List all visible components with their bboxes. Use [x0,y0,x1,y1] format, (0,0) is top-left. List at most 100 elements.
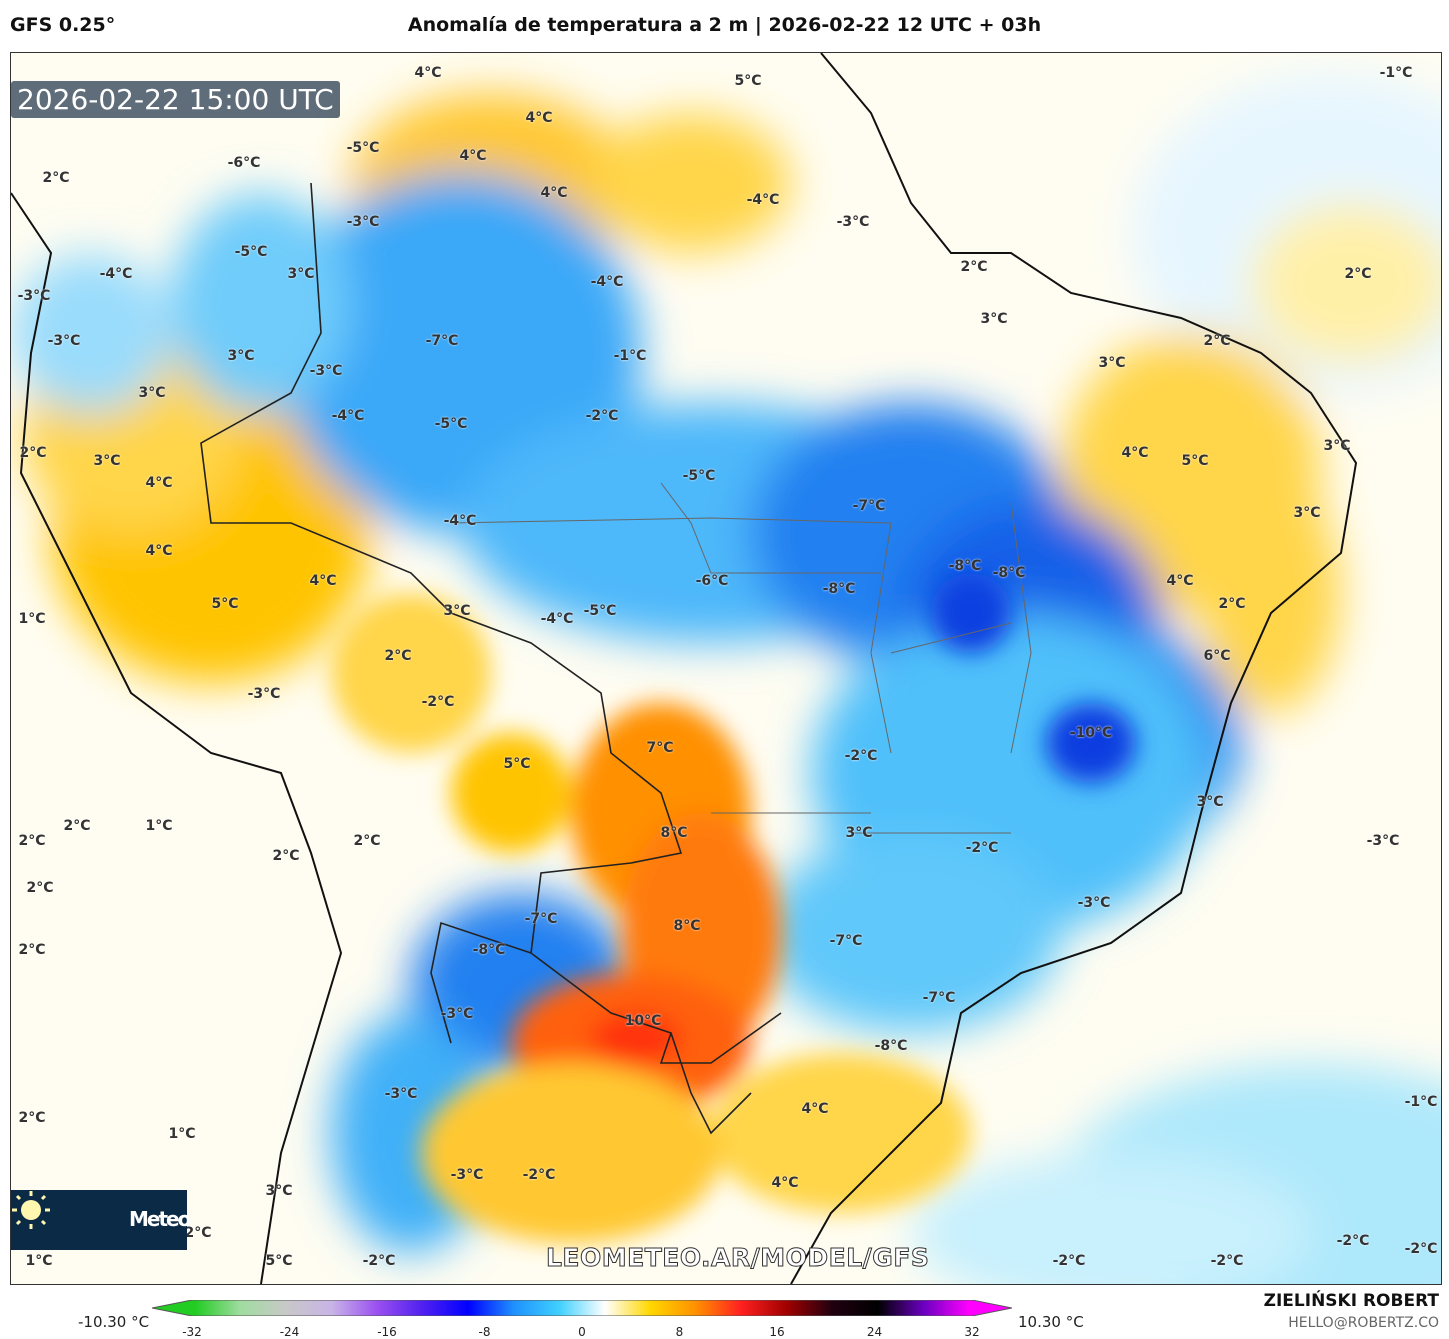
contour-label: 5°C [503,756,531,772]
contour-label: -1°C [613,348,647,364]
contour-label: -3°C [47,333,81,349]
colorbar-tick: 24 [866,1325,883,1339]
contour-label: 5°C [211,596,239,612]
contour-label: -6°C [227,155,261,171]
contour-label: -10°C [1069,725,1113,741]
contour-label: 4°C [540,185,568,201]
contour-label: 1°C [25,1253,53,1269]
contour-label: -4°C [590,274,624,290]
contour-label: 2°C [1218,596,1246,612]
anomaly-core [931,573,1011,653]
contour-label: -2°C [965,840,999,856]
anomaly-area [331,593,491,753]
contour-label: 1°C [145,818,173,834]
contour-label: 2°C [272,848,300,864]
contour-label: -3°C [309,363,343,379]
contour-label: -8°C [874,1038,908,1054]
model-name: GFS 0.25° [10,14,116,36]
contour-label: -7°C [852,498,886,514]
contour-label: -3°C [440,1006,474,1022]
anomaly-core [591,1013,681,1063]
contour-label: 7°C [646,740,674,756]
contour-label: 5°C [1181,453,1209,469]
anomaly-area [451,733,571,853]
anomaly-area [1251,203,1441,363]
contour-label: -8°C [992,565,1026,581]
contour-label: 3°C [1196,794,1224,810]
coastline [790,53,1358,1284]
anomaly-area [421,1063,721,1243]
contour-label: -1°C [1404,1094,1438,1110]
contour-label: 3°C [1098,355,1126,371]
contour-label: -6°C [695,573,729,589]
contour-label: 2°C [1203,333,1231,349]
watermark: LEOMETEO.AR/MODEL/GFS [545,1243,930,1273]
colorbar-tick: 0 [578,1325,586,1339]
logo-text: Meteo [129,1207,191,1231]
contour-label: 4°C [145,475,173,491]
contour-label: -4°C [443,513,477,529]
contour-label: 2°C [26,880,54,896]
anomaly-core [1046,703,1136,783]
contour-label: -5°C [346,140,380,156]
contour-label: 4°C [801,1101,829,1117]
contour-label: 3°C [265,1183,293,1199]
contour-label: -2°C [522,1167,556,1183]
anomaly-area [1201,473,1341,713]
contour-label: 2°C [960,259,988,275]
contour-label: -2°C [844,748,878,764]
colorbar-tick: 32 [964,1325,980,1339]
contour-label: 2°C [1344,266,1372,282]
contour-label: 4°C [145,543,173,559]
contour-label: -3°C [836,214,870,230]
contour-label: -8°C [948,558,982,574]
contour-label: -5°C [434,416,468,432]
contour-label: 4°C [1166,573,1194,589]
anomaly-area [711,1053,971,1213]
contour-label: 5°C [734,73,762,89]
contour-label: -8°C [822,581,856,597]
contour-label: -7°C [524,911,558,927]
anomaly-area [171,193,351,413]
contour-label: -2°C [1052,1253,1086,1269]
anomaly-area [761,833,1061,1033]
anomaly-area [591,113,791,253]
colorbar-tick: -8 [478,1325,491,1339]
contour-label: 2°C [18,1110,46,1126]
contour-label: -2°C [362,1253,396,1269]
contour-label: 4°C [414,65,442,81]
contour-label: -7°C [922,990,956,1006]
contour-label: 2°C [19,445,47,461]
contour-label: 3°C [287,266,315,282]
contour-label: 3°C [1323,438,1351,454]
colorbar-tick: 8 [675,1325,684,1339]
contour-label: 4°C [309,573,337,589]
colorbar-max: 10.30 °C [1018,1313,1084,1331]
contour-label: 4°C [1121,445,1149,461]
contour-label: -3°C [247,686,281,702]
contour-label: 1°C [18,611,46,627]
contour-label: -3°C [450,1167,484,1183]
contour-label: -3°C [1077,895,1111,911]
author: ZIELIŃSKI ROBERT [1263,1291,1439,1311]
contour-label: -4°C [540,611,574,627]
contour-label: -4°C [99,266,133,282]
contour-label: 3°C [980,311,1008,327]
contour-label: -3°C [17,288,51,304]
contour-label: -4°C [331,408,365,424]
contour-label: -3°C [346,214,380,230]
contour-label: -2°C [421,694,455,710]
contour-label: -5°C [583,603,617,619]
anomaly-field [11,53,1441,1284]
contour-label: -1°C [1379,65,1413,81]
contour-label: 2°C [353,833,381,849]
contour-label: -3°C [1366,833,1400,849]
contour-label: -4°C [746,192,780,208]
logo: Meteo [11,1190,191,1250]
contour-label: 2°C [63,818,91,834]
contour-label: 4°C [459,148,487,164]
anomaly-area [911,1153,1311,1284]
contour-label: -5°C [234,244,268,260]
contour-label: 2°C [18,942,46,958]
coastline-west [11,192,343,1284]
